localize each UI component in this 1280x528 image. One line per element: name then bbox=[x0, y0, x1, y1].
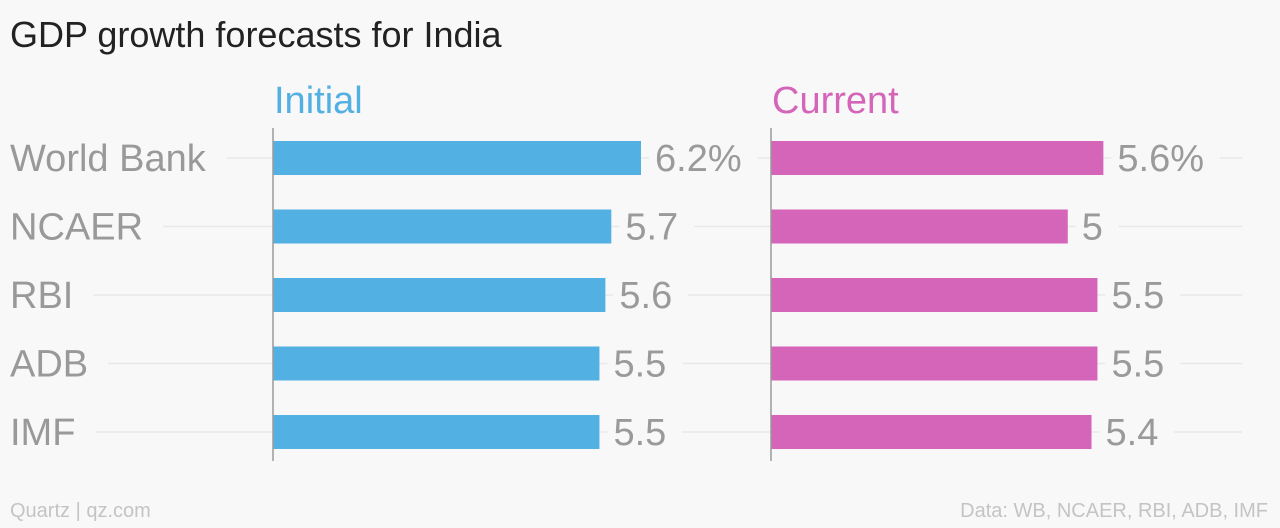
value-label-initial: 5.6 bbox=[619, 275, 672, 317]
value-label-current: 5.5 bbox=[1111, 275, 1164, 317]
value-label-background bbox=[649, 135, 758, 181]
value-label-background bbox=[1105, 272, 1181, 318]
value-label-initial: 6.2% bbox=[655, 138, 742, 180]
bar-initial bbox=[273, 415, 600, 449]
value-label-background bbox=[1075, 203, 1119, 250]
bar-current bbox=[771, 209, 1068, 244]
category-label-background bbox=[8, 412, 96, 454]
value-label-current: 5.4 bbox=[1106, 412, 1159, 454]
category-label: IMF bbox=[10, 412, 75, 454]
value-label-background bbox=[607, 409, 683, 455]
value-label-background bbox=[1099, 409, 1175, 455]
category-label: World Bank bbox=[10, 138, 207, 180]
value-label-current: 5.5 bbox=[1111, 344, 1164, 386]
bar-current bbox=[771, 415, 1092, 449]
value-label-background bbox=[1105, 340, 1181, 387]
category-label-background bbox=[8, 206, 164, 249]
panel-initial: Initial 6.2% 5.7 5.6 5.5 5.5 bbox=[273, 80, 758, 455]
bar-current bbox=[771, 278, 1098, 312]
value-label-initial: 5.5 bbox=[613, 412, 666, 454]
bar-initial bbox=[273, 209, 612, 244]
value-label-background bbox=[613, 272, 689, 318]
value-label-background bbox=[619, 203, 695, 250]
category-label: ADB bbox=[10, 344, 88, 386]
value-label-initial: 5.5 bbox=[613, 344, 666, 386]
footer-source-right: Data: WB, NCAER, RBI, ADB, IMF bbox=[960, 500, 1268, 522]
category-label-background bbox=[8, 343, 109, 386]
panel-title-initial: Initial bbox=[274, 80, 363, 122]
category-label-background bbox=[8, 138, 227, 180]
bar-initial bbox=[273, 278, 606, 312]
bar-initial bbox=[273, 346, 600, 381]
value-label-initial: 5.7 bbox=[625, 207, 678, 249]
category-label: RBI bbox=[10, 275, 73, 317]
category-label-background bbox=[8, 275, 94, 317]
panel-current: Current 5.6%55.55.55.4 bbox=[771, 80, 1221, 455]
category-label: NCAER bbox=[10, 207, 143, 249]
chart-title: GDP growth forecasts for India bbox=[10, 14, 502, 55]
panel-title-current: Current bbox=[772, 80, 899, 122]
bar-initial bbox=[273, 141, 641, 175]
value-label-background bbox=[1111, 135, 1221, 181]
bar-current bbox=[771, 346, 1098, 381]
bar-current bbox=[771, 141, 1104, 175]
value-label-current: 5.6% bbox=[1117, 138, 1204, 180]
category-labels: World Bank NCAER RBI ADB IMF bbox=[8, 138, 227, 454]
footer-source-left: Quartz | qz.com bbox=[10, 500, 151, 522]
value-label-background bbox=[607, 340, 683, 387]
value-label-current: 5 bbox=[1082, 207, 1103, 249]
